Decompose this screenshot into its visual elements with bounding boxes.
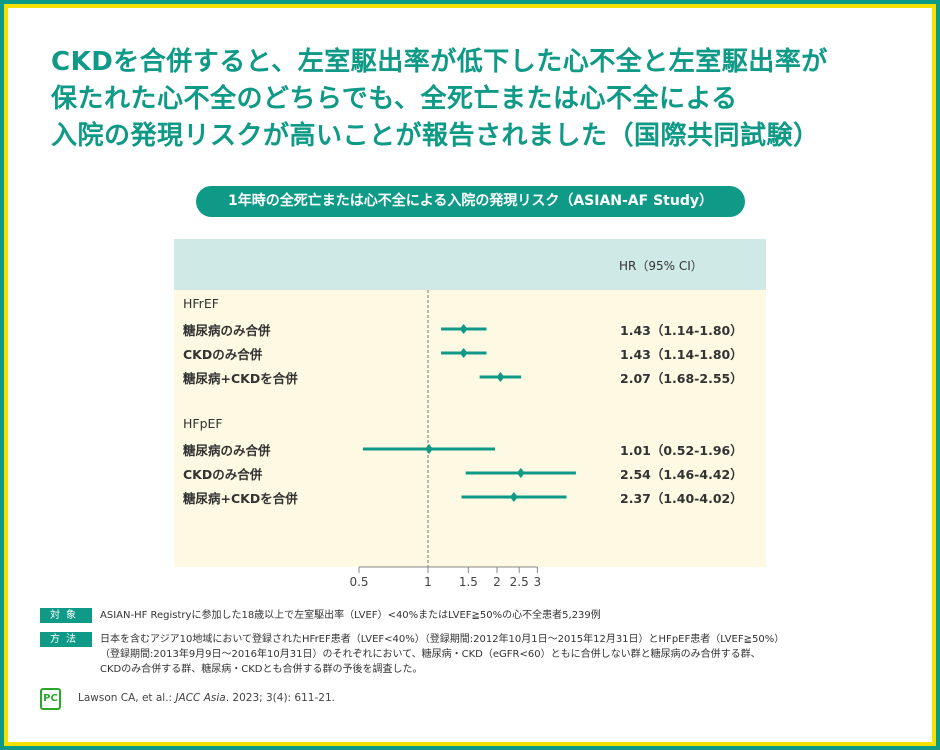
method-text: 日本を含むアジア10地域において登録されたHFrEF患者（LVEF<40%）（登… [100,632,830,677]
hr-column-header: HR（95% CI） [619,259,703,273]
hr-value: 1.43（1.14-1.80） [620,347,743,362]
x-tick-label: 3 [534,575,542,589]
title-line: 入院の発現リスクが高いことが報告されました（国際共同試験） [51,121,820,151]
title-line: CKDを合併すると、左室駆出率が低下した心不全と左室駆出率が [51,47,828,77]
row-label: CKDのみ合併 [183,347,263,362]
subject-tag: 対象 [40,608,92,623]
hr-point [459,348,468,358]
hr-point [509,492,518,502]
hr-value: 2.37（1.40-4.02） [620,491,743,506]
hr-value: 2.54（1.46-4.42） [620,467,743,482]
hr-value: 1.01（0.52-1.96） [620,443,743,458]
reference: Lawson CA, et al.: JACC Asia. 2023; 3(4)… [78,692,335,704]
chart-header-band: HR（95% CI） [174,239,766,290]
chart-title: 1年時の全死亡または心不全による入院の発現リスク（ASIAN-AF Study） [196,186,745,217]
row-label: 糖尿病+CKDを合併 [183,491,298,506]
x-tick-label: 0.5 [349,575,368,589]
method-tag: 方法 [40,632,92,647]
hr-point [424,444,433,454]
reference-journal: JACC Asia [175,692,226,704]
hr-point [496,372,505,382]
title-line: 保たれた心不全のどちらでも、全死亡または心不全による [51,84,738,114]
row-label: 糖尿病のみ合併 [183,443,271,458]
page-title: CKDを合併すると、左室駆出率が低下した心不全と左室駆出率が 保たれた心不全のど… [51,44,911,155]
method-line: 日本を含むアジア10地域において登録されたHFrEF患者（LVEF<40%）（登… [100,634,785,645]
hr-value: 1.43（1.14-1.80） [620,323,743,338]
reference-authors: Lawson CA, et al.: [78,692,176,704]
x-tick-label: 1.5 [459,575,478,589]
reference-details: . 2023; 3(4): 611-21. [225,692,335,704]
hr-value: 2.07（1.68-2.55） [620,371,743,386]
row-label: 糖尿病のみ合併 [183,323,271,338]
subject-text: ASIAN-HF Registryに参加した18歳以上で左室駆出率（LVEF）<… [100,610,601,621]
group-label: HFrEF [183,296,219,311]
row-label: CKDのみ合併 [183,467,263,482]
chart-body [174,290,766,567]
x-tick-label: 1 [424,575,432,589]
x-tick-label: 2.5 [510,575,529,589]
method-line: （登録期間:2013年9月9日～2016年10月31日）のそれぞれにおいて、糖尿… [100,649,761,660]
hr-point [516,468,525,478]
hr-point [459,324,468,334]
content-panel [4,4,936,746]
row-label: 糖尿病+CKDを合併 [183,371,298,386]
group-label: HFpEF [183,416,223,431]
pc-logo: PC [40,688,61,710]
x-tick-label: 2 [493,575,501,589]
method-line: CKDのみ合併する群、糖尿病・CKDとも合併する群の予後を調査した。 [100,664,423,675]
